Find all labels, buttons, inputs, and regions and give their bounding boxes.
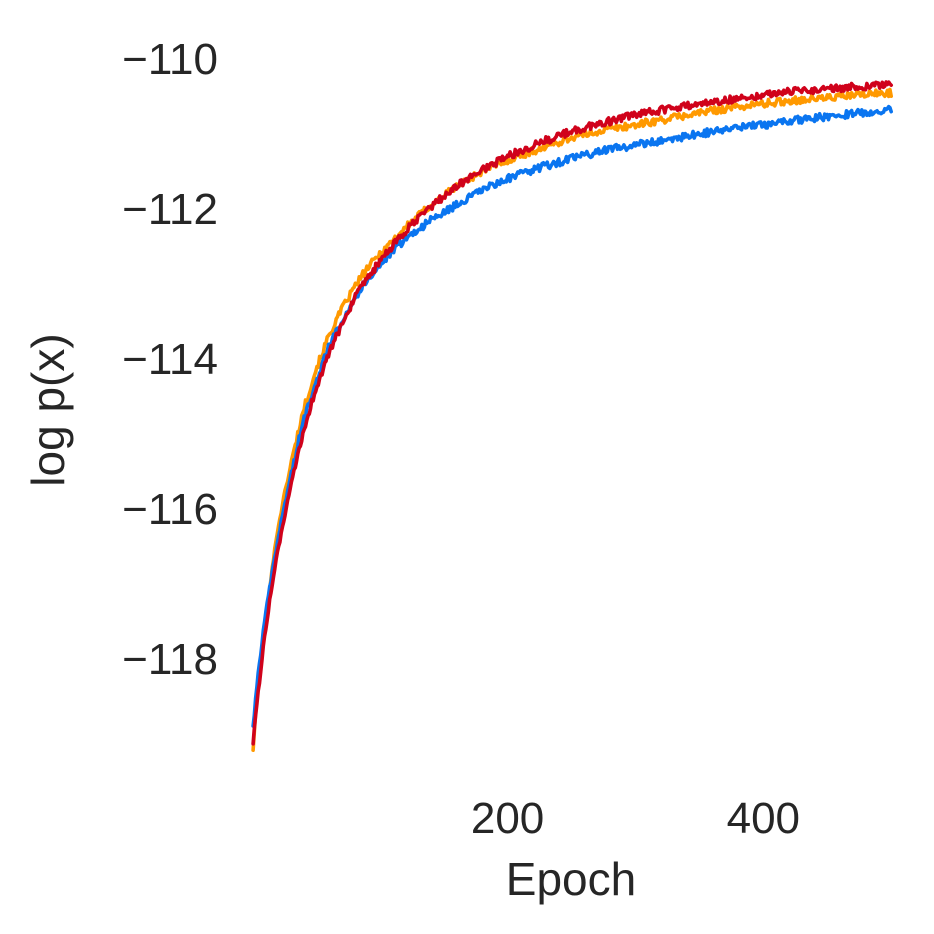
y-tick-labels: −110 −112 −114 −116 −118: [122, 35, 218, 684]
series-line-3: [251, 80, 894, 746]
x-tick-label: 200: [471, 794, 544, 843]
y-tick-label: −118: [122, 635, 218, 684]
x-tick-labels: 200 400: [471, 794, 800, 843]
y-tick-label: −114: [122, 335, 218, 384]
x-axis-label: Epoch: [506, 853, 636, 905]
x-tick-label: 400: [727, 794, 800, 843]
y-axis-label: log p(x): [22, 333, 74, 486]
series-line-1: [251, 87, 894, 753]
series-line-2: [251, 104, 894, 728]
y-tick-label: −112: [122, 185, 218, 234]
y-tick-label: −110: [122, 35, 218, 84]
series-layer: [251, 80, 894, 753]
y-tick-label: −116: [122, 485, 218, 534]
